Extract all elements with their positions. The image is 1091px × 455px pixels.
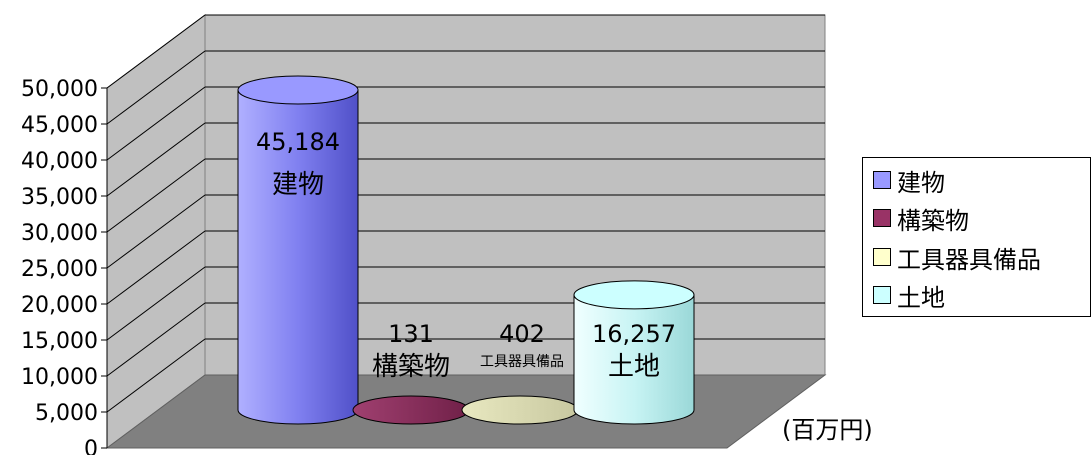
gridline-side [106, 266, 206, 341]
y-tick-label: 0 [84, 437, 98, 455]
category-label-land: 土地 [608, 352, 660, 382]
y-axis-ticks: 0 5,000 10,000 15,000 20,000 25,000 30,000 35,0… [21, 77, 107, 455]
y-tick-label: 15,000 [21, 329, 98, 354]
data-labels: 45,184 建物 131 構築物 402 工具器具備品 16,257 土地 [256, 128, 676, 382]
category-label-structure: 構築物 [372, 352, 450, 382]
legend-item-building: 建物 [873, 164, 945, 197]
gridline-side [106, 122, 206, 197]
bar-disc-structure [352, 395, 470, 425]
legend-swatch-structure [873, 209, 891, 227]
gridline-side [106, 338, 206, 413]
value-label-structure: 131 [388, 320, 434, 348]
gridline-side [106, 158, 206, 233]
y-tick-label: 20,000 [21, 293, 98, 318]
bar-building [237, 75, 359, 425]
bars-group [237, 75, 695, 425]
value-label-tools: 402 [499, 320, 545, 348]
legend-label-tools: 工具器具備品 [897, 245, 1041, 274]
y-tick-label: 35,000 [21, 185, 98, 210]
gridline-side [106, 14, 206, 89]
bar-structure [352, 395, 470, 425]
y-tick-label: 25,000 [21, 257, 98, 282]
legend: 建物 構築物 工具器具備品 土地 [862, 157, 1091, 317]
legend-label-building: 建物 [897, 168, 945, 197]
legend-label-structure: 構築物 [897, 206, 969, 235]
legend-label-land: 土地 [897, 283, 945, 312]
y-tick-label: 10,000 [21, 365, 98, 390]
value-label-land: 16,257 [592, 320, 676, 348]
gridline-side [106, 194, 206, 269]
y-tick-label: 40,000 [21, 149, 98, 174]
category-label-tools: 工具器具備品 [480, 354, 564, 370]
bar-top-land [573, 280, 695, 310]
y-tick-label: 50,000 [21, 77, 98, 102]
gridline-side [106, 302, 206, 377]
value-label-building: 45,184 [256, 128, 340, 156]
bar-disc-tools [461, 395, 579, 425]
gridline-side [106, 50, 206, 125]
bar-land [573, 280, 695, 425]
bar-top-building [237, 75, 359, 105]
gridline-side [106, 86, 206, 161]
y-tick-label: 5,000 [35, 401, 98, 426]
category-label-building: 建物 [272, 170, 324, 200]
y-tick-label: 30,000 [21, 221, 98, 246]
legend-item-land: 土地 [873, 279, 945, 312]
bar-body-land [573, 294, 695, 425]
y-tick-label: 45,000 [21, 113, 98, 138]
bar-tools [461, 395, 579, 425]
gridline-side [106, 230, 206, 305]
legend-swatch-tools [873, 248, 891, 266]
legend-swatch-land [873, 286, 891, 304]
legend-swatch-building [873, 171, 891, 189]
legend-item-tools: 工具器具備品 [873, 241, 1041, 274]
unit-label: (百万円) [782, 416, 873, 444]
legend-item-structure: 構築物 [873, 202, 969, 235]
